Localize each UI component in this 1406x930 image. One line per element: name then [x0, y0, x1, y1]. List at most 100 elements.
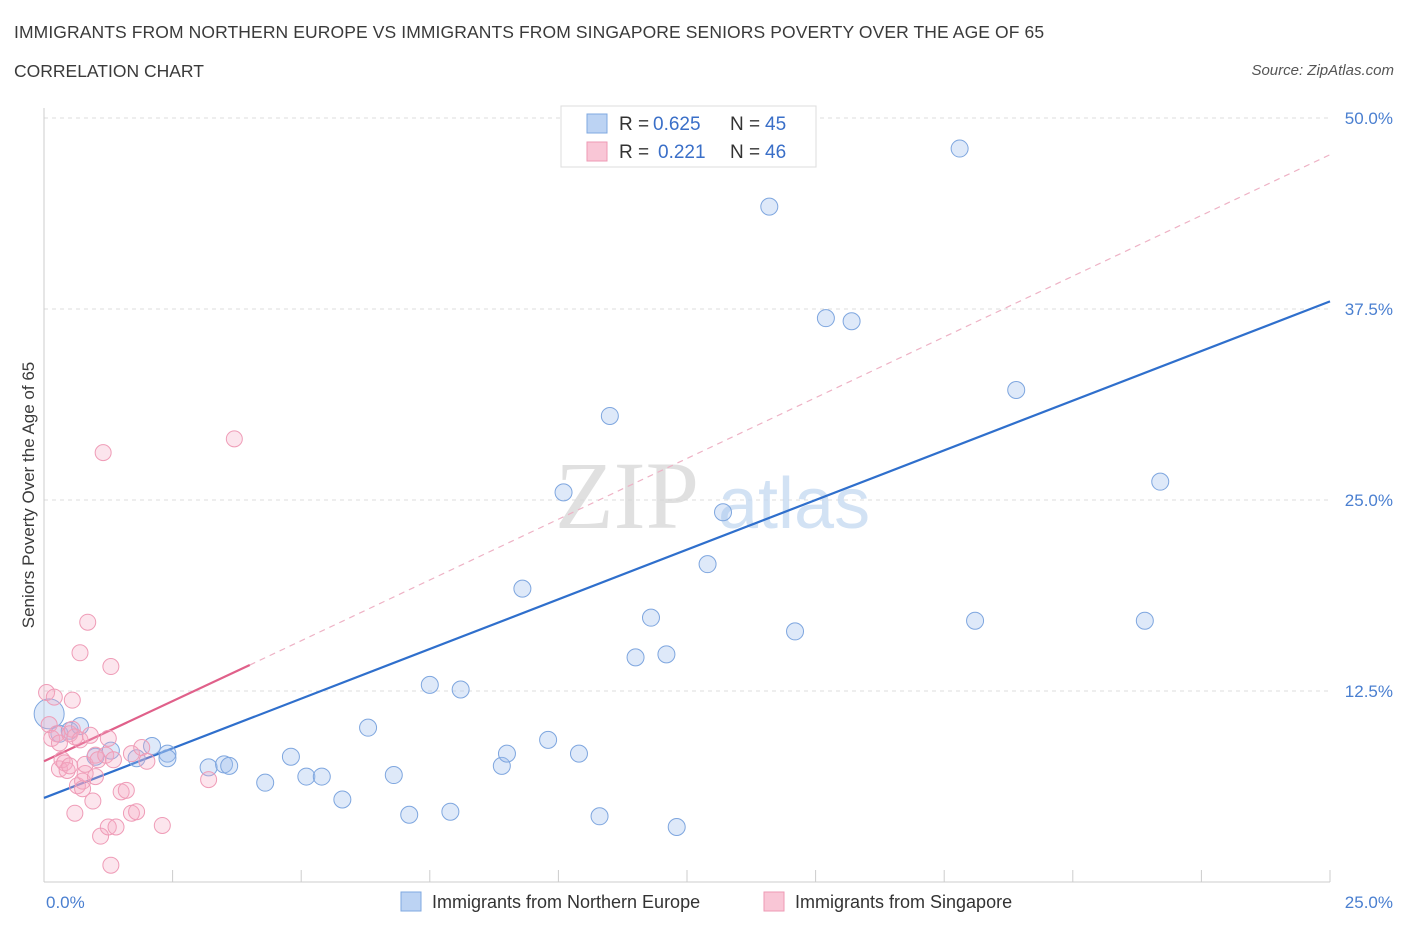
trend-line-singapore	[43, 664, 251, 763]
y-tick-labels: 12.5% 25.0% 37.5% 50.0%	[1345, 109, 1393, 701]
point-singapore-39	[117, 781, 135, 799]
point-singapore-16	[68, 777, 86, 795]
y-axis-label: Seniors Poverty Over the Age of 65	[19, 362, 38, 628]
point-northern-europe-41	[842, 312, 861, 331]
legend-r-label-1: R =	[619, 114, 649, 135]
y-tick-label-1: 25.0%	[1345, 491, 1393, 510]
point-northern-europe-12	[220, 756, 239, 775]
bottom-legend-swatch-northern-europe	[400, 891, 422, 912]
point-singapore-9	[58, 761, 76, 779]
legend-box: R = 0.625 N = 45 R = 0.221 N = 46	[560, 105, 817, 168]
point-singapore-15	[66, 804, 84, 822]
watermark-zip: ZIP	[555, 442, 699, 549]
legend-swatch-singapore	[586, 141, 608, 162]
point-northern-europe-23	[451, 680, 470, 699]
point-singapore-32	[99, 729, 117, 747]
point-northern-europe-46	[1151, 472, 1170, 491]
chart-source: Source: ZipAtlas.com	[1251, 62, 1394, 79]
point-singapore-17	[71, 731, 89, 749]
point-northern-europe-13	[256, 773, 275, 792]
point-northern-europe-6	[127, 749, 146, 768]
point-singapore-23	[79, 613, 97, 631]
point-northern-europe-39	[786, 622, 805, 641]
point-northern-europe-14	[281, 747, 300, 766]
point-singapore-45	[153, 816, 171, 834]
point-singapore-26	[86, 768, 104, 786]
point-singapore-35	[102, 856, 120, 874]
point-northern-europe-19	[384, 766, 403, 785]
y-tick-label-2: 37.5%	[1345, 300, 1393, 319]
point-northern-europe-31	[600, 406, 619, 425]
point-northern-europe-37	[714, 503, 733, 522]
point-northern-europe-32	[626, 648, 645, 667]
point-northern-europe-25	[497, 744, 516, 763]
point-northern-europe-28	[554, 483, 573, 502]
series-northern-europe-points	[33, 139, 1170, 836]
trend-line-singapore-extension	[249, 154, 1331, 666]
point-northern-europe-44	[1007, 380, 1026, 399]
legend-r-value-1: 0.625	[653, 114, 701, 135]
point-singapore-34	[102, 658, 120, 676]
legend-swatch-northern-europe	[586, 113, 608, 134]
series-singapore-points	[38, 430, 243, 874]
legend-r-value-2: 0.221	[658, 142, 706, 163]
point-northern-europe-10	[199, 758, 218, 777]
point-northern-europe-17	[333, 790, 352, 809]
point-northern-europe-21	[420, 675, 439, 694]
point-northern-europe-34	[657, 645, 676, 664]
legend-n-value-2: 46	[765, 142, 786, 163]
point-singapore-10	[61, 757, 79, 775]
point-singapore-27	[86, 746, 104, 764]
point-northern-europe-38	[760, 197, 779, 216]
point-singapore-11	[61, 725, 79, 743]
point-northern-europe-26	[513, 579, 532, 598]
y-tick-label-3: 50.0%	[1345, 109, 1393, 128]
point-singapore-44	[138, 752, 156, 770]
point-singapore-40	[122, 745, 140, 763]
point-northern-europe-22	[441, 802, 460, 821]
point-northern-europe-27	[539, 730, 558, 749]
point-singapore-30	[94, 444, 112, 462]
point-northern-europe-30	[590, 807, 609, 826]
point-northern-europe-45	[1135, 611, 1154, 630]
point-singapore-25	[84, 792, 102, 810]
point-northern-europe-33	[641, 608, 660, 627]
point-northern-europe-20	[400, 805, 419, 824]
point-northern-europe-9	[158, 749, 177, 768]
point-singapore-3	[45, 688, 63, 706]
point-singapore-47	[225, 430, 243, 448]
trend-line-northern-europe	[43, 300, 1331, 799]
y-tick-label-0: 12.5%	[1345, 682, 1393, 701]
legend-n-label-2: N =	[730, 142, 760, 163]
point-northern-europe-35	[667, 817, 686, 836]
watermark-atlas: atlas	[718, 464, 870, 544]
legend-n-value-1: 45	[765, 114, 786, 135]
bottom-legend-swatch-singapore	[763, 891, 785, 912]
trend-lines	[43, 154, 1331, 799]
point-northern-europe-36	[698, 555, 717, 574]
point-northern-europe-42	[950, 139, 969, 158]
point-singapore-18	[71, 644, 89, 662]
point-northern-europe-16	[312, 767, 331, 786]
point-singapore-36	[104, 751, 122, 769]
grid-lines	[44, 117, 1330, 692]
chart-title: IMMIGRANTS FROM NORTHERN EUROPE VS IMMIG…	[14, 22, 1045, 42]
point-northern-europe-18	[359, 718, 378, 737]
point-singapore-37	[107, 818, 125, 836]
point-northern-europe-29	[569, 744, 588, 763]
x-tick-label-max: 25.0%	[1345, 893, 1393, 912]
bottom-legend-label-northern-europe: Immigrants from Northern Europe	[432, 892, 700, 912]
point-northern-europe-40	[816, 309, 835, 328]
x-tick-label-min: 0.0%	[46, 893, 85, 912]
point-singapore-46	[200, 771, 218, 789]
x-ticks	[43, 870, 1331, 882]
chart-subtitle: CORRELATION CHART	[14, 61, 204, 81]
point-northern-europe-8	[158, 744, 177, 763]
bottom-legend-label-singapore: Immigrants from Singapore	[795, 892, 1012, 912]
point-northern-europe-43	[966, 611, 985, 630]
legend-r-label-2: R =	[619, 142, 649, 163]
bottom-legend: Immigrants from Northern Europe Immigran…	[400, 891, 1012, 912]
point-singapore-24	[81, 726, 99, 744]
point-northern-europe-15	[297, 767, 316, 786]
